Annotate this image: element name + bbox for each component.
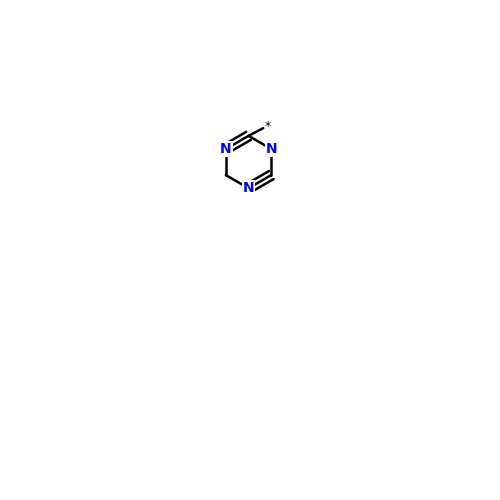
Text: N: N — [220, 142, 232, 156]
Text: N: N — [266, 142, 277, 156]
Text: *: * — [264, 120, 271, 132]
Text: N: N — [242, 181, 254, 195]
